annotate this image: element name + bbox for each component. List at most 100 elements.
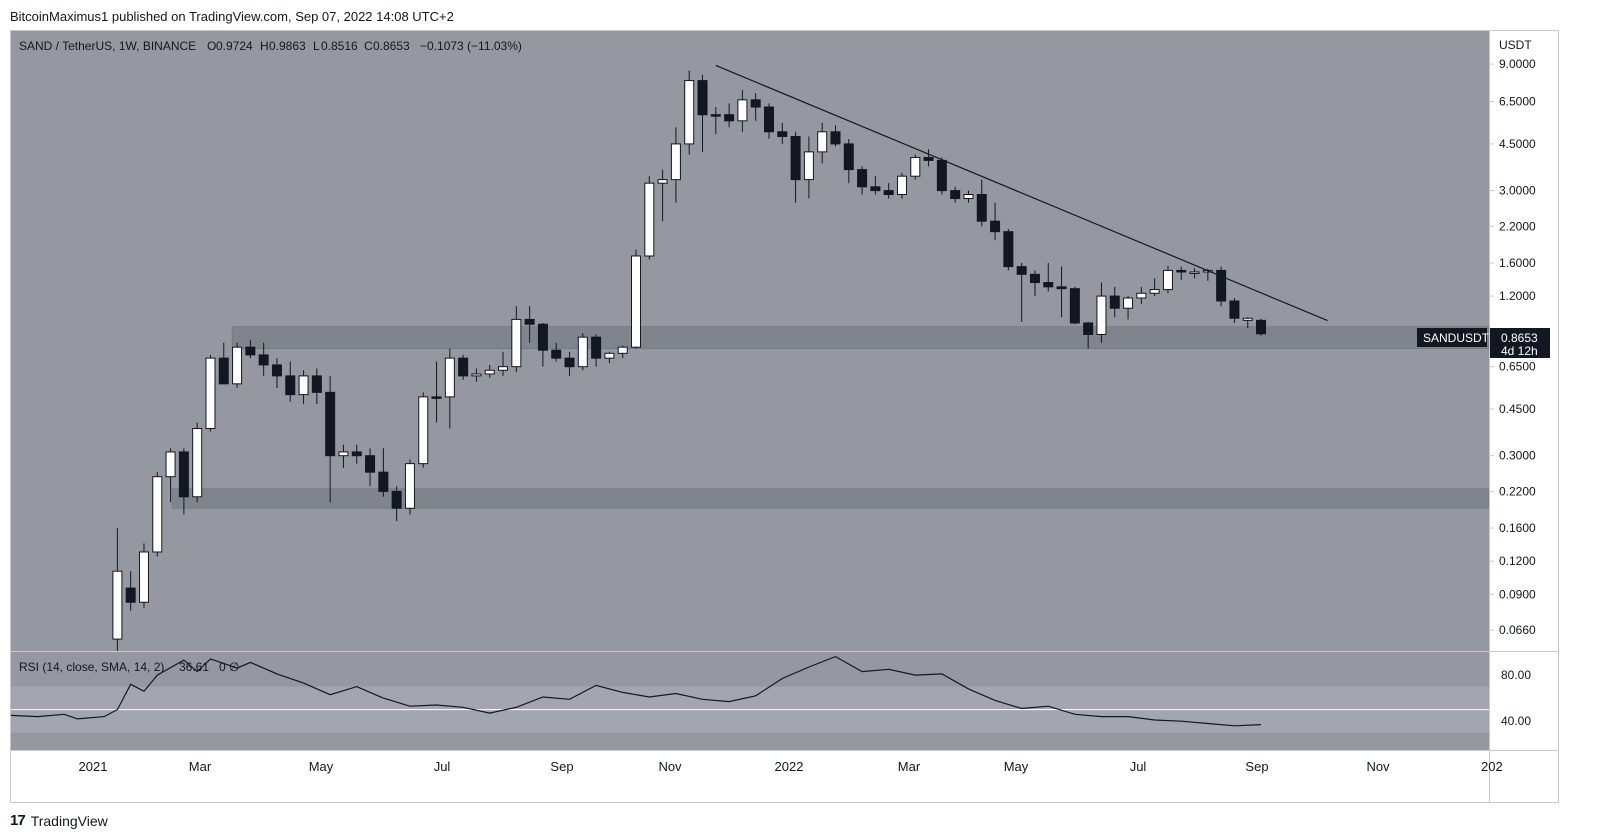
candle-body xyxy=(152,476,163,553)
candle xyxy=(1043,262,1054,292)
candle xyxy=(936,157,947,195)
candle xyxy=(1216,266,1227,307)
legend-low: 0.8516 xyxy=(321,39,358,53)
legend-open: 0.9724 xyxy=(216,39,253,53)
candle-body xyxy=(857,169,868,188)
candle xyxy=(870,176,881,195)
candle-body xyxy=(112,570,123,640)
candle xyxy=(537,322,548,367)
candle xyxy=(1162,265,1173,294)
candle-body xyxy=(444,357,455,398)
price-axis[interactable]: 9.0000 6.5000 4.5000 3.0000 2.2000 1.6000 1.20… xyxy=(1489,57,1536,637)
candle xyxy=(777,122,788,144)
tradingview-logo[interactable]: 17 TradingView xyxy=(10,812,108,829)
candle-body xyxy=(724,114,735,122)
candle-body xyxy=(311,375,322,393)
candle xyxy=(1003,228,1014,271)
candle-body xyxy=(298,375,309,396)
rsi-legend-extra: 0 ∅ xyxy=(219,660,239,674)
candle xyxy=(285,361,296,402)
legend-open-label: O xyxy=(207,39,216,53)
candle xyxy=(1242,317,1253,328)
main-legend: SAND / TetherUS, 1W, BINANCE O 0.9724 H … xyxy=(19,39,522,53)
candle xyxy=(311,368,322,405)
candle-body xyxy=(1083,322,1094,335)
candle-body xyxy=(524,318,535,325)
candle-body xyxy=(378,471,389,492)
candle-body xyxy=(458,357,469,377)
candle xyxy=(378,448,389,497)
candle xyxy=(1083,321,1094,349)
candle-body xyxy=(1123,297,1134,309)
candle xyxy=(431,361,442,423)
price-tick-label: 9.0000 xyxy=(1499,57,1536,71)
candle-body xyxy=(936,159,947,192)
candle xyxy=(604,351,615,364)
candle xyxy=(152,472,163,557)
candle-body xyxy=(285,375,296,396)
legend-low-label: L xyxy=(313,39,320,53)
time-tick-label: Jul xyxy=(434,759,451,774)
candle xyxy=(325,375,336,503)
candle-body xyxy=(232,346,243,385)
candle xyxy=(617,345,628,359)
price-tick-label: 6.5000 xyxy=(1499,95,1536,109)
candle-body xyxy=(205,357,216,429)
candle xyxy=(1229,298,1240,323)
candle xyxy=(178,448,189,515)
descending-trendline[interactable] xyxy=(715,64,1328,322)
candle xyxy=(1029,270,1040,297)
time-tick-label: May xyxy=(309,759,334,774)
time-tick-label: Mar xyxy=(898,759,921,774)
chart-svg[interactable]: 9.0000 6.5000 4.5000 3.0000 2.2000 1.6000 1.20… xyxy=(11,31,1558,802)
rsi-line xyxy=(11,655,1262,727)
price-tag-countdown: 4d 12h xyxy=(1501,344,1538,358)
candle xyxy=(1096,282,1107,343)
candle xyxy=(511,306,522,373)
rsi-legend-label: RSI (14, close, SMA, 14, 2) xyxy=(19,660,164,674)
candle xyxy=(298,370,309,405)
price-tag-value: 0.8653 xyxy=(1501,331,1538,345)
candle xyxy=(271,358,282,389)
rsi-legend-value: 36.61 xyxy=(179,660,209,674)
candle xyxy=(1056,266,1067,318)
price-tag: SANDUSDT 0.8653 4d 12h xyxy=(1417,328,1550,358)
candle-body xyxy=(1029,273,1040,284)
price-tag-value-bg xyxy=(1490,328,1550,358)
candle-body xyxy=(950,190,961,200)
candle-body xyxy=(338,451,349,457)
candle xyxy=(524,306,535,343)
candle-body xyxy=(1136,292,1147,299)
price-tick-label: 0.0900 xyxy=(1499,587,1536,601)
candle-body xyxy=(1069,288,1080,324)
candle xyxy=(976,179,987,227)
legend-symbol: SAND / TetherUS, 1W, BINANCE xyxy=(19,39,196,53)
rsi-axis[interactable]: 80.00 40.00 xyxy=(1501,668,1531,728)
candle-body xyxy=(271,364,282,377)
candle-body xyxy=(1003,231,1014,268)
candle xyxy=(724,103,735,128)
candle xyxy=(218,342,229,385)
legend-high-label: H xyxy=(260,39,269,53)
time-tick-label: Nov xyxy=(1366,759,1390,774)
price-tick-label: 0.1600 xyxy=(1499,521,1536,535)
price-tick-label: 4.5000 xyxy=(1499,137,1536,151)
candle-body xyxy=(604,352,615,359)
candle xyxy=(830,125,841,147)
time-tick-label: May xyxy=(1004,759,1029,774)
candle-body xyxy=(1256,319,1267,335)
candle-body xyxy=(1162,269,1173,291)
candle-body xyxy=(803,151,814,181)
candle-body xyxy=(910,156,921,177)
candle xyxy=(1136,286,1147,305)
price-tick-label: 3.0000 xyxy=(1499,184,1536,198)
support-zone xyxy=(171,488,1490,509)
price-tag-symbol: SANDUSDT xyxy=(1423,331,1490,345)
candle xyxy=(950,186,961,203)
chart-frame[interactable]: 9.0000 6.5000 4.5000 3.0000 2.2000 1.6000 1.20… xyxy=(10,30,1559,803)
candle xyxy=(258,342,269,376)
candle xyxy=(1123,296,1134,320)
candle-body xyxy=(138,551,149,603)
candle-body xyxy=(710,114,721,117)
time-axis[interactable]: 2021 Mar May Jul Sep Nov 2022 Mar May Jul Sep Nov 20… xyxy=(79,759,1503,774)
